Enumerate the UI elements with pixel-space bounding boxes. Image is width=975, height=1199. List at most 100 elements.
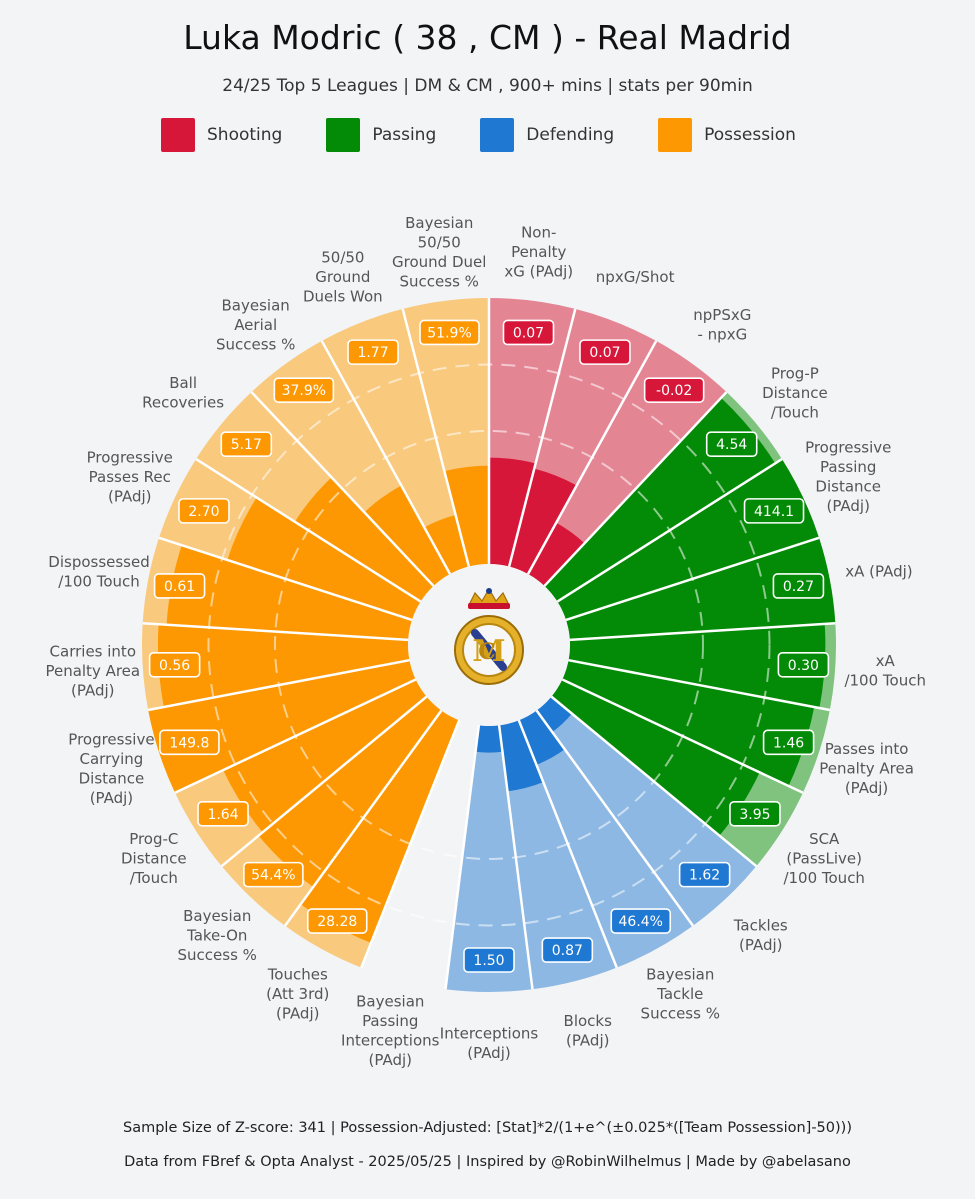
real-madrid-crest-icon: M C <box>454 587 524 685</box>
metric-label: npxG/Shot <box>596 268 675 286</box>
metric-label: SCA (PassLive)/100 Touch <box>783 830 865 887</box>
bar-sector <box>509 468 577 575</box>
value-box <box>153 573 206 599</box>
bar-sector <box>258 696 442 887</box>
sector-separator <box>568 658 831 712</box>
bar-sector <box>300 710 460 943</box>
sector-separator <box>497 725 534 990</box>
bar-sector <box>518 710 565 765</box>
value-box <box>678 861 731 888</box>
value-box <box>159 729 220 756</box>
value-box <box>306 908 368 934</box>
metric-label: Bayesian 50/50 Ground Duel Success % <box>392 214 486 291</box>
sector-separator <box>569 621 836 642</box>
legend-label-possession: Possession <box>704 125 796 145</box>
sector-separator <box>517 719 618 969</box>
value-label: 0.27 <box>783 579 814 595</box>
sector-separator <box>220 695 428 868</box>
reference-ring <box>274 430 704 860</box>
metric-label: Bayesian Take-On Success % <box>178 907 257 964</box>
sector-separator <box>250 391 435 587</box>
sector-separator <box>195 458 422 603</box>
sector-separator <box>401 308 471 567</box>
value-label: 1.46 <box>773 735 804 751</box>
value-box <box>197 800 249 827</box>
center-badge: M C <box>408 564 570 726</box>
bar-sector <box>424 515 469 575</box>
bar-sector <box>166 545 412 640</box>
metric-label: Bayesian Aerial Success % <box>216 296 295 353</box>
chart-title: Luka Modric ( 38 , CM ) - Real Madrid <box>183 18 792 57</box>
sector-separator <box>158 536 413 622</box>
value-label: 1.64 <box>207 807 238 823</box>
value-label: 28.28 <box>317 914 357 930</box>
metric-label: Carries into Penalty Area (PAdj) <box>45 642 140 699</box>
bar-sector <box>536 696 572 733</box>
metric-label: Tackles (PAdj) <box>733 917 788 955</box>
value-box <box>762 729 815 756</box>
legend-swatch-shooting <box>161 118 196 152</box>
sector-separator <box>320 340 452 575</box>
value-box <box>729 800 781 827</box>
bar-sector <box>528 522 585 586</box>
chart-subtitle: 24/25 Top 5 Leagues | DM & CM , 900+ min… <box>222 76 753 96</box>
legend-swatch-defending <box>480 118 515 152</box>
sector-separator <box>284 709 443 927</box>
sector-separator <box>535 709 694 927</box>
bar-sector <box>444 465 489 567</box>
value-label: 149.8 <box>169 735 209 751</box>
sector-separator <box>543 391 728 587</box>
legend-item-passing: Passing <box>326 118 454 152</box>
legend-label-passing: Passing <box>372 125 437 145</box>
value-label: 37.9% <box>282 383 326 399</box>
value-box <box>502 319 555 346</box>
sector-separators <box>142 298 836 990</box>
metric-label: Bayesian Passing Interceptions (PAdj) <box>341 992 440 1069</box>
value-box <box>463 947 515 973</box>
bar-sector <box>364 485 450 586</box>
bar-sector <box>294 477 434 602</box>
value-label: 3.95 <box>739 807 770 823</box>
value-box <box>772 573 825 599</box>
metric-label: Ball Recoveries <box>142 374 224 412</box>
metric-label: Progressive Carrying Distance (PAdj) <box>68 730 154 807</box>
value-box <box>243 861 304 888</box>
legend-item-shooting: Shooting <box>161 118 300 152</box>
sector-separator <box>550 695 758 868</box>
metric-label: Passes into Penalty Area (PAdj) <box>819 740 914 797</box>
value-box <box>178 498 230 524</box>
sector-separator <box>526 340 658 575</box>
metric-label: Blocks (PAdj) <box>564 1012 613 1050</box>
background-sector <box>321 308 469 575</box>
value-label: 0.56 <box>159 658 190 674</box>
value-label: 1.77 <box>357 345 388 361</box>
legend-item-defending: Defending <box>480 118 632 152</box>
bar-sector <box>223 679 427 833</box>
metric-labels: Non-Penalty xG (PAdj) npxG/Shot npPSxG - npx… <box>45 214 926 1069</box>
sector-separator <box>174 678 417 794</box>
legend-label-defending: Defending <box>526 125 615 145</box>
metric-label: Touches (Att 3rd) (PAdj) <box>266 965 329 1022</box>
metric-label: xA/100 Touch <box>844 652 926 690</box>
value-label: 0.07 <box>589 345 620 361</box>
value-label: -0.02 <box>656 383 692 399</box>
value-label: 51.9% <box>427 325 471 341</box>
value-label: 54.4% <box>251 868 295 884</box>
bar-sector <box>489 457 536 567</box>
value-box <box>579 339 631 365</box>
metric-label: 50/50 Ground Duels Won <box>303 248 383 305</box>
value-label: 0.87 <box>552 943 583 959</box>
metric-label: Progressive Passes Rec (PAdj) <box>87 448 173 505</box>
metric-label: Interceptions (PAdj) <box>440 1024 539 1062</box>
legend-swatch-possession <box>658 118 693 152</box>
bar-sector <box>157 624 410 708</box>
legend-item-possession: Possession <box>658 118 814 152</box>
metric-label: Bayesian Tackle Success % <box>641 965 720 1022</box>
value-label: 1.62 <box>689 868 720 884</box>
bar-sector <box>148 660 416 793</box>
value-box <box>541 937 594 963</box>
metric-label: Prog-C Distance/Touch <box>121 830 187 887</box>
value-label: 414.1 <box>754 504 794 520</box>
sector-separator <box>142 621 409 642</box>
